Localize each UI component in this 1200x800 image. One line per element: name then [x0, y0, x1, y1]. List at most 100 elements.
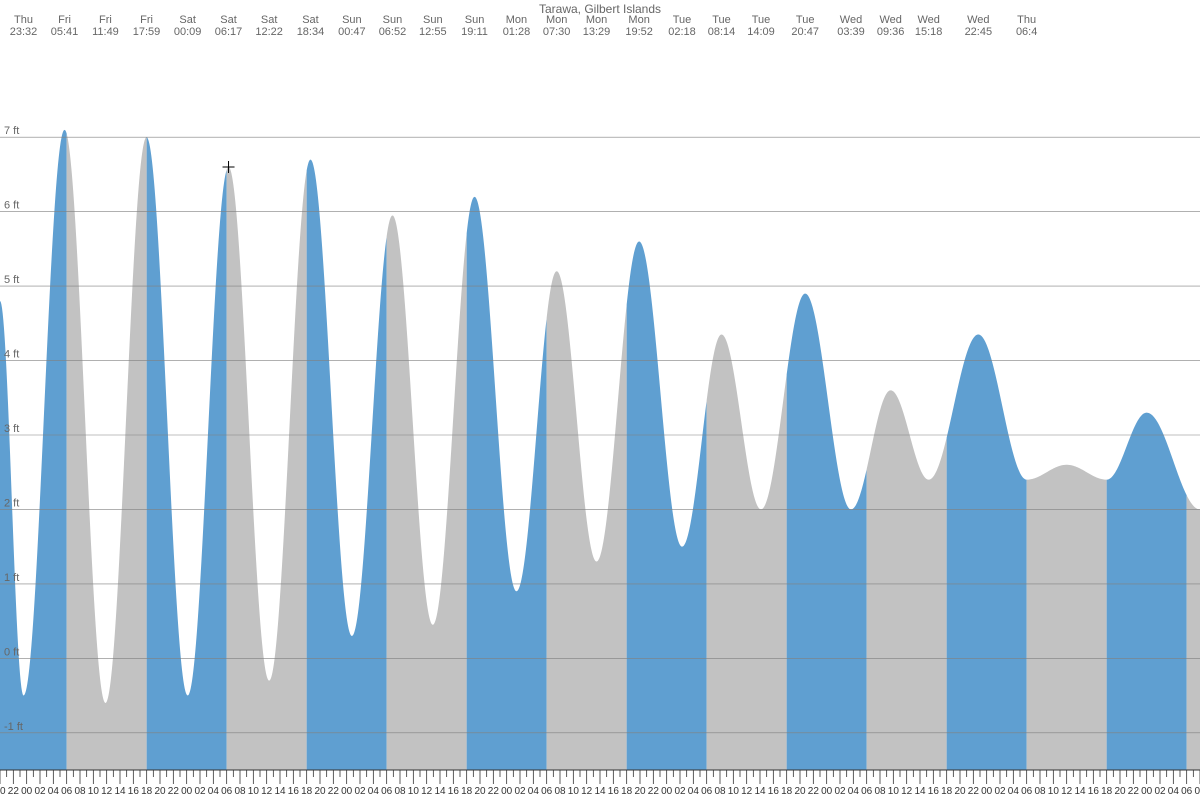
x-axis-label: 10 [408, 786, 420, 797]
x-axis-label: 20 [474, 786, 486, 797]
y-axis-label: 2 ft [4, 497, 19, 509]
x-axis-label: 16 [448, 786, 460, 797]
x-axis-label: 14 [914, 786, 926, 797]
x-axis-label: 00 [661, 786, 673, 797]
day-segment [1187, 495, 1200, 770]
x-axis-label: 18 [621, 786, 633, 797]
x-axis-label: 20 [0, 786, 6, 797]
x-axis-label: 08 [714, 786, 726, 797]
x-axis-label: 16 [288, 786, 300, 797]
x-axis-label: 00 [181, 786, 193, 797]
x-axis-label: 04 [368, 786, 380, 797]
x-axis-label: 02 [834, 786, 846, 797]
x-axis-label: 12 [101, 786, 113, 797]
night-segment [467, 197, 547, 770]
x-axis-label: 06 [541, 786, 553, 797]
x-axis-label: 14 [594, 786, 606, 797]
day-segment [547, 271, 627, 770]
x-axis-label: 02 [514, 786, 526, 797]
x-axis-label: 12 [261, 786, 273, 797]
x-axis-label: 14 [114, 786, 126, 797]
y-axis-label: 7 ft [4, 125, 19, 137]
x-axis-label: 22 [968, 786, 980, 797]
x-axis-label: 04 [1168, 786, 1180, 797]
x-axis-label: 10 [568, 786, 580, 797]
x-axis-label: 22 [1128, 786, 1140, 797]
day-segment [867, 390, 947, 770]
y-axis-label: 3 ft [4, 423, 19, 435]
night-segment [627, 241, 707, 770]
x-axis-label: 06 [1021, 786, 1033, 797]
x-axis-label: 02 [34, 786, 46, 797]
x-axis-label: 08 [1194, 786, 1200, 797]
x-axis-label: 02 [194, 786, 206, 797]
x-axis-label: 00 [981, 786, 993, 797]
x-axis-label: 04 [688, 786, 700, 797]
x-axis-label: 14 [274, 786, 286, 797]
x-axis-label: 06 [61, 786, 73, 797]
y-axis-label: -1 ft [4, 721, 23, 733]
x-axis-label: 22 [808, 786, 820, 797]
x-axis-label: 20 [1114, 786, 1126, 797]
x-axis-label: 12 [1061, 786, 1073, 797]
x-axis-label: 20 [314, 786, 326, 797]
x-axis-label: 04 [528, 786, 540, 797]
x-axis-label: 16 [768, 786, 780, 797]
x-axis-label: 08 [234, 786, 246, 797]
x-axis-label: 16 [608, 786, 620, 797]
x-axis-label: 22 [8, 786, 20, 797]
x-axis-label: 20 [634, 786, 646, 797]
day-segment [227, 167, 307, 770]
x-axis-label: 16 [128, 786, 140, 797]
x-axis-label: 20 [154, 786, 166, 797]
x-axis-label: 22 [648, 786, 660, 797]
y-axis-label: 5 ft [4, 274, 19, 286]
x-axis-label: 02 [994, 786, 1006, 797]
x-axis-label: 00 [501, 786, 513, 797]
x-axis-label: 10 [728, 786, 740, 797]
x-axis-label: 20 [954, 786, 966, 797]
x-axis-label: 02 [674, 786, 686, 797]
day-segment [67, 134, 147, 770]
x-axis-label: 04 [48, 786, 60, 797]
y-axis-label: 4 ft [4, 349, 19, 361]
x-axis-label: 12 [741, 786, 753, 797]
day-segment [707, 335, 787, 770]
x-axis-label: 18 [301, 786, 313, 797]
x-axis-label: 12 [901, 786, 913, 797]
night-segment [947, 335, 1027, 770]
x-axis-label: 14 [1074, 786, 1086, 797]
night-segment [307, 160, 387, 770]
x-axis-label: 08 [394, 786, 406, 797]
x-axis-label: 16 [1088, 786, 1100, 797]
x-axis-label: 04 [1008, 786, 1020, 797]
x-axis-label: 10 [88, 786, 100, 797]
x-axis-label: 06 [701, 786, 713, 797]
x-axis-label: 18 [461, 786, 473, 797]
x-axis-label: 08 [554, 786, 566, 797]
y-axis-label: 0 ft [4, 646, 19, 658]
x-axis-label: 08 [74, 786, 86, 797]
x-axis-label: 22 [168, 786, 180, 797]
x-axis-label: 12 [581, 786, 593, 797]
day-segment [1027, 465, 1107, 770]
tide-chart: -1 ft0 ft1 ft2 ft3 ft4 ft5 ft6 ft7 ft202… [0, 0, 1200, 800]
x-axis-label: 20 [794, 786, 806, 797]
x-axis-label: 18 [781, 786, 793, 797]
x-axis-label: 00 [821, 786, 833, 797]
x-axis-label: 00 [1141, 786, 1153, 797]
night-segment [787, 294, 867, 770]
x-axis-label: 10 [1048, 786, 1060, 797]
day-segment [387, 215, 467, 770]
x-axis-label: 06 [381, 786, 393, 797]
x-axis-label: 04 [848, 786, 860, 797]
x-axis-label: 02 [354, 786, 366, 797]
x-axis-label: 06 [1181, 786, 1193, 797]
y-axis-label: 1 ft [4, 572, 19, 584]
x-axis-label: 12 [421, 786, 433, 797]
night-segment [147, 137, 227, 770]
x-axis-label: 08 [1034, 786, 1046, 797]
x-axis-label: 14 [754, 786, 766, 797]
x-axis-label: 18 [141, 786, 153, 797]
x-axis-label: 06 [221, 786, 233, 797]
